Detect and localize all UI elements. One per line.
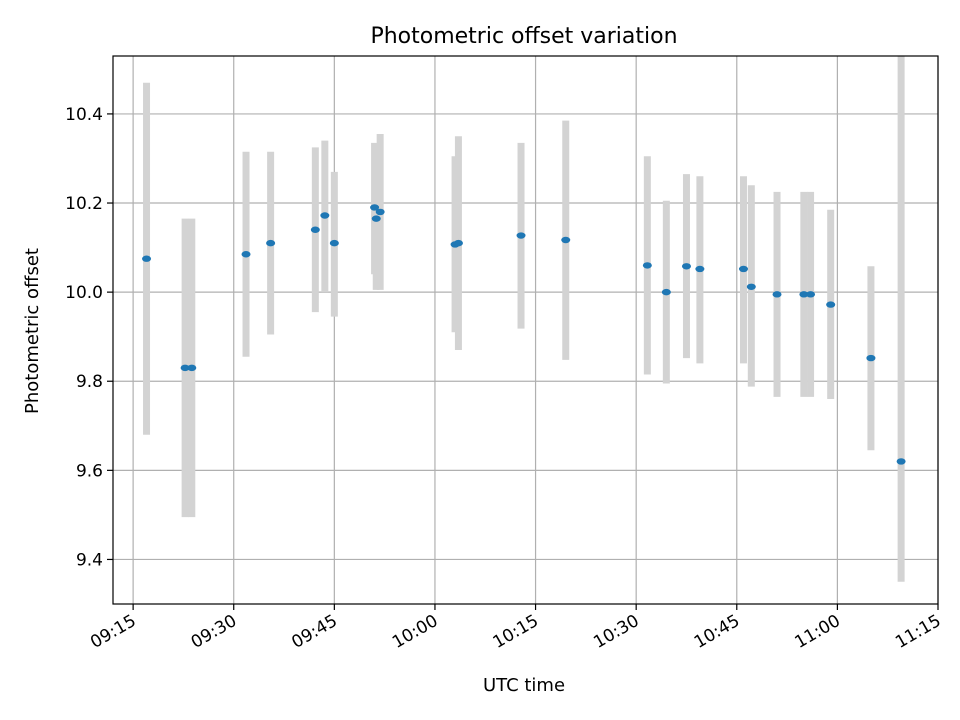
data-point bbox=[896, 458, 906, 465]
chart-title: Photometric offset variation bbox=[370, 24, 677, 49]
data-point bbox=[561, 236, 571, 244]
data-point bbox=[695, 265, 705, 273]
data-point bbox=[241, 251, 251, 258]
y-tick-label: 10.4 bbox=[65, 105, 103, 125]
data-point bbox=[799, 291, 809, 298]
data-point bbox=[142, 255, 152, 262]
y-tick-label: 10.2 bbox=[65, 194, 103, 214]
y-tick-label: 9.6 bbox=[76, 461, 103, 481]
y-tick-label: 9.4 bbox=[76, 550, 103, 570]
y-tick-label: 10.0 bbox=[65, 283, 103, 303]
data-point bbox=[375, 208, 385, 216]
y-tick-label: 9.8 bbox=[76, 372, 103, 392]
plot-frame bbox=[112, 55, 939, 605]
data-point bbox=[180, 364, 190, 372]
data-points bbox=[142, 204, 906, 465]
data-point bbox=[746, 283, 756, 290]
data-point bbox=[681, 263, 691, 270]
x-axis-label: UTC time bbox=[483, 675, 565, 696]
data-point bbox=[642, 262, 652, 269]
data-point bbox=[320, 212, 330, 219]
data-point bbox=[738, 265, 748, 273]
data-point bbox=[866, 354, 876, 362]
data-point bbox=[310, 226, 320, 233]
data-point bbox=[826, 301, 836, 308]
data-point bbox=[661, 288, 671, 296]
data-point bbox=[516, 232, 526, 239]
y-axis-label: Photometric offset bbox=[22, 248, 43, 414]
data-point bbox=[329, 239, 339, 247]
y-axis-ticks: 9.4 9.6 9.8 10.0 10.2 10.4 bbox=[65, 105, 113, 570]
data-point bbox=[806, 291, 816, 298]
data-point bbox=[371, 215, 381, 222]
data-point bbox=[187, 364, 197, 372]
data-point bbox=[370, 204, 380, 211]
data-point bbox=[266, 239, 276, 247]
data-point bbox=[772, 291, 782, 298]
data-point bbox=[453, 239, 463, 247]
